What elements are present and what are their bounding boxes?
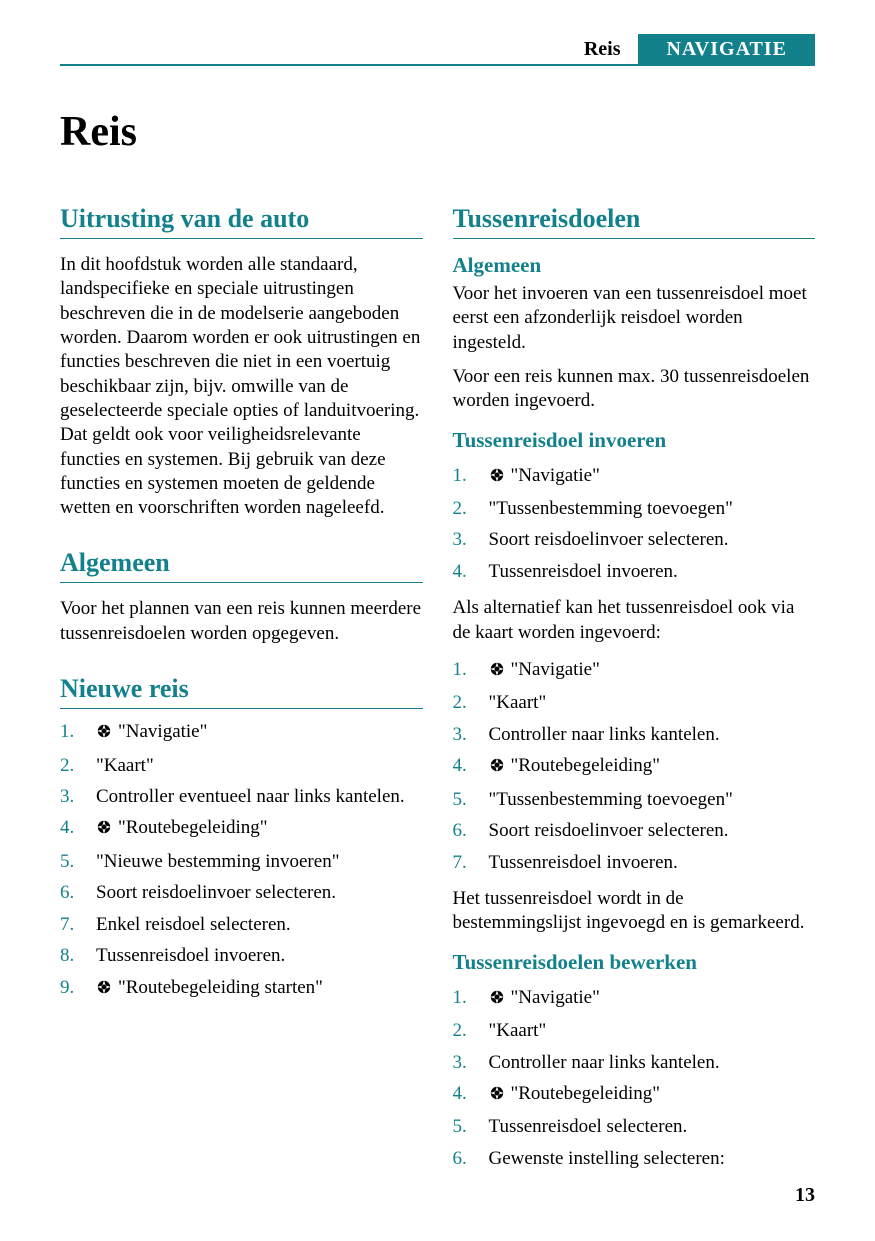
step-item: "Kaart" (453, 1016, 816, 1045)
paragraph: Voor het invoeren van een tussenreisdoel… (453, 282, 816, 355)
step-text: "Routebegeleiding" (511, 1083, 661, 1104)
step-text: Gewenste instelling selecteren: (489, 1148, 725, 1169)
step-text: "Tussenbestemming toevoegen" (489, 498, 733, 519)
step-item: Tussenreisdoel selecteren. (453, 1112, 816, 1141)
step-item: "Routebegeleiding" (453, 751, 816, 782)
step-item: Soort reisdoelinvoer selecteren. (453, 525, 816, 554)
step-item: "Kaart" (453, 688, 816, 717)
step-text: "Routebegeleiding starten" (118, 977, 323, 998)
step-item: "Routebegeleiding starten" (60, 973, 423, 1004)
step-item: "Tussenbestemming toevoegen" (453, 494, 816, 523)
step-text: Soort reisdoelinvoer selecteren. (489, 529, 729, 550)
step-item: Tussenreisdoel invoeren. (453, 557, 816, 586)
compass-icon (96, 815, 112, 844)
compass-icon (489, 463, 505, 492)
paragraph: Als alternatief kan het tussenreisdoel o… (453, 596, 816, 645)
step-item: Tussenreisdoel invoeren. (453, 848, 816, 877)
section-heading-algemeen: Algemeen (60, 548, 423, 583)
step-text: "Navigatie" (118, 721, 207, 742)
step-text: "Kaart" (96, 755, 154, 776)
step-item: "Navigatie" (60, 717, 423, 748)
step-item: "Navigatie" (453, 655, 816, 686)
compass-icon (489, 985, 505, 1014)
paragraph: In dit hoofdstuk worden alle standaard, … (60, 253, 423, 520)
step-text: Tussenreisdoel invoeren. (96, 945, 285, 966)
subheading-invoeren: Tussenreisdoel invoeren (453, 428, 816, 453)
paragraph: Het tussenreisdoel wordt in de bestemmin… (453, 887, 816, 936)
paragraph: Voor het plannen van een reis kunnen mee… (60, 597, 423, 646)
subheading-algemeen: Algemeen (453, 253, 816, 278)
steps-invoeren-b: "Navigatie" "Kaart" Controller naar links … (453, 655, 816, 877)
compass-icon (96, 719, 112, 748)
step-text: "Routebegeleiding" (118, 817, 268, 838)
step-item: "Nieuwe bestemming invoeren" (60, 847, 423, 876)
step-text: "Kaart" (489, 1020, 547, 1041)
step-item: Tussenreisdoel invoeren. (60, 941, 423, 970)
step-text: "Tussenbestemming toevoegen" (489, 789, 733, 810)
left-column: Uitrusting van de auto In dit hoofdstuk … (60, 186, 423, 1183)
compass-icon (489, 657, 505, 686)
header-tab-navigatie: NAVIGATIE (638, 34, 815, 64)
page-title: Reis (60, 108, 815, 156)
subheading-bewerken: Tussenreisdoelen bewerken (453, 950, 816, 975)
section-heading-uitrusting: Uitrusting van de auto (60, 204, 423, 239)
step-text: "Navigatie" (511, 465, 600, 486)
steps-bewerken: "Navigatie" "Kaart" Controller naar links … (453, 983, 816, 1174)
step-text: Controller naar links kantelen. (489, 1052, 720, 1073)
step-text: Enkel reisdoel selecteren. (96, 914, 291, 935)
steps-nieuwe-reis: "Navigatie" "Kaart" Controller eventueel n… (60, 717, 423, 1004)
header-breadcrumb: Reis (584, 34, 639, 64)
step-text: "Routebegeleiding" (511, 755, 661, 776)
step-item: "Routebegeleiding" (60, 813, 423, 844)
step-item: "Routebegeleiding" (453, 1079, 816, 1110)
right-column: Tussenreisdoelen Algemeen Voor het invoe… (453, 186, 816, 1183)
step-text: Controller eventueel naar links kantelen… (96, 786, 405, 807)
compass-icon (489, 753, 505, 782)
section-heading-tussenreisdoelen: Tussenreisdoelen (453, 204, 816, 239)
compass-icon (96, 975, 112, 1004)
steps-invoeren-a: "Navigatie" "Tussenbestemming toevoegen" S… (453, 461, 816, 587)
step-item: Controller naar links kantelen. (453, 720, 816, 749)
step-text: "Nieuwe bestemming invoeren" (96, 851, 339, 872)
step-text: Soort reisdoelinvoer selecteren. (96, 882, 336, 903)
step-text: Tussenreisdoel invoeren. (489, 561, 678, 582)
step-item: Soort reisdoelinvoer selecteren. (453, 816, 816, 845)
step-item: Enkel reisdoel selecteren. (60, 910, 423, 939)
step-item: "Tussenbestemming toevoegen" (453, 785, 816, 814)
step-item: Soort reisdoelinvoer selecteren. (60, 878, 423, 907)
step-item: Controller naar links kantelen. (453, 1048, 816, 1077)
step-item: Gewenste instelling selecteren: (453, 1144, 816, 1173)
content-columns: Uitrusting van de auto In dit hoofdstuk … (60, 186, 815, 1183)
step-text: "Navigatie" (511, 987, 600, 1008)
paragraph: Voor een reis kunnen max. 30 tussenreisd… (453, 365, 816, 414)
page: Reis NAVIGATIE Reis Uitrusting van de au… (0, 0, 875, 1241)
step-text: "Navigatie" (511, 659, 600, 680)
step-text: Soort reisdoelinvoer selecteren. (489, 820, 729, 841)
step-item: "Kaart" (60, 751, 423, 780)
section-heading-nieuwe-reis: Nieuwe reis (60, 674, 423, 709)
step-text: Controller naar links kantelen. (489, 724, 720, 745)
step-text: "Kaart" (489, 692, 547, 713)
step-item: "Navigatie" (453, 983, 816, 1014)
header-bar: Reis NAVIGATIE (60, 34, 815, 66)
page-number: 13 (795, 1184, 815, 1207)
compass-icon (489, 1081, 505, 1110)
step-text: Tussenreisdoel invoeren. (489, 852, 678, 873)
step-item: Controller eventueel naar links kantelen… (60, 782, 423, 811)
step-item: "Navigatie" (453, 461, 816, 492)
step-text: Tussenreisdoel selecteren. (489, 1116, 688, 1137)
